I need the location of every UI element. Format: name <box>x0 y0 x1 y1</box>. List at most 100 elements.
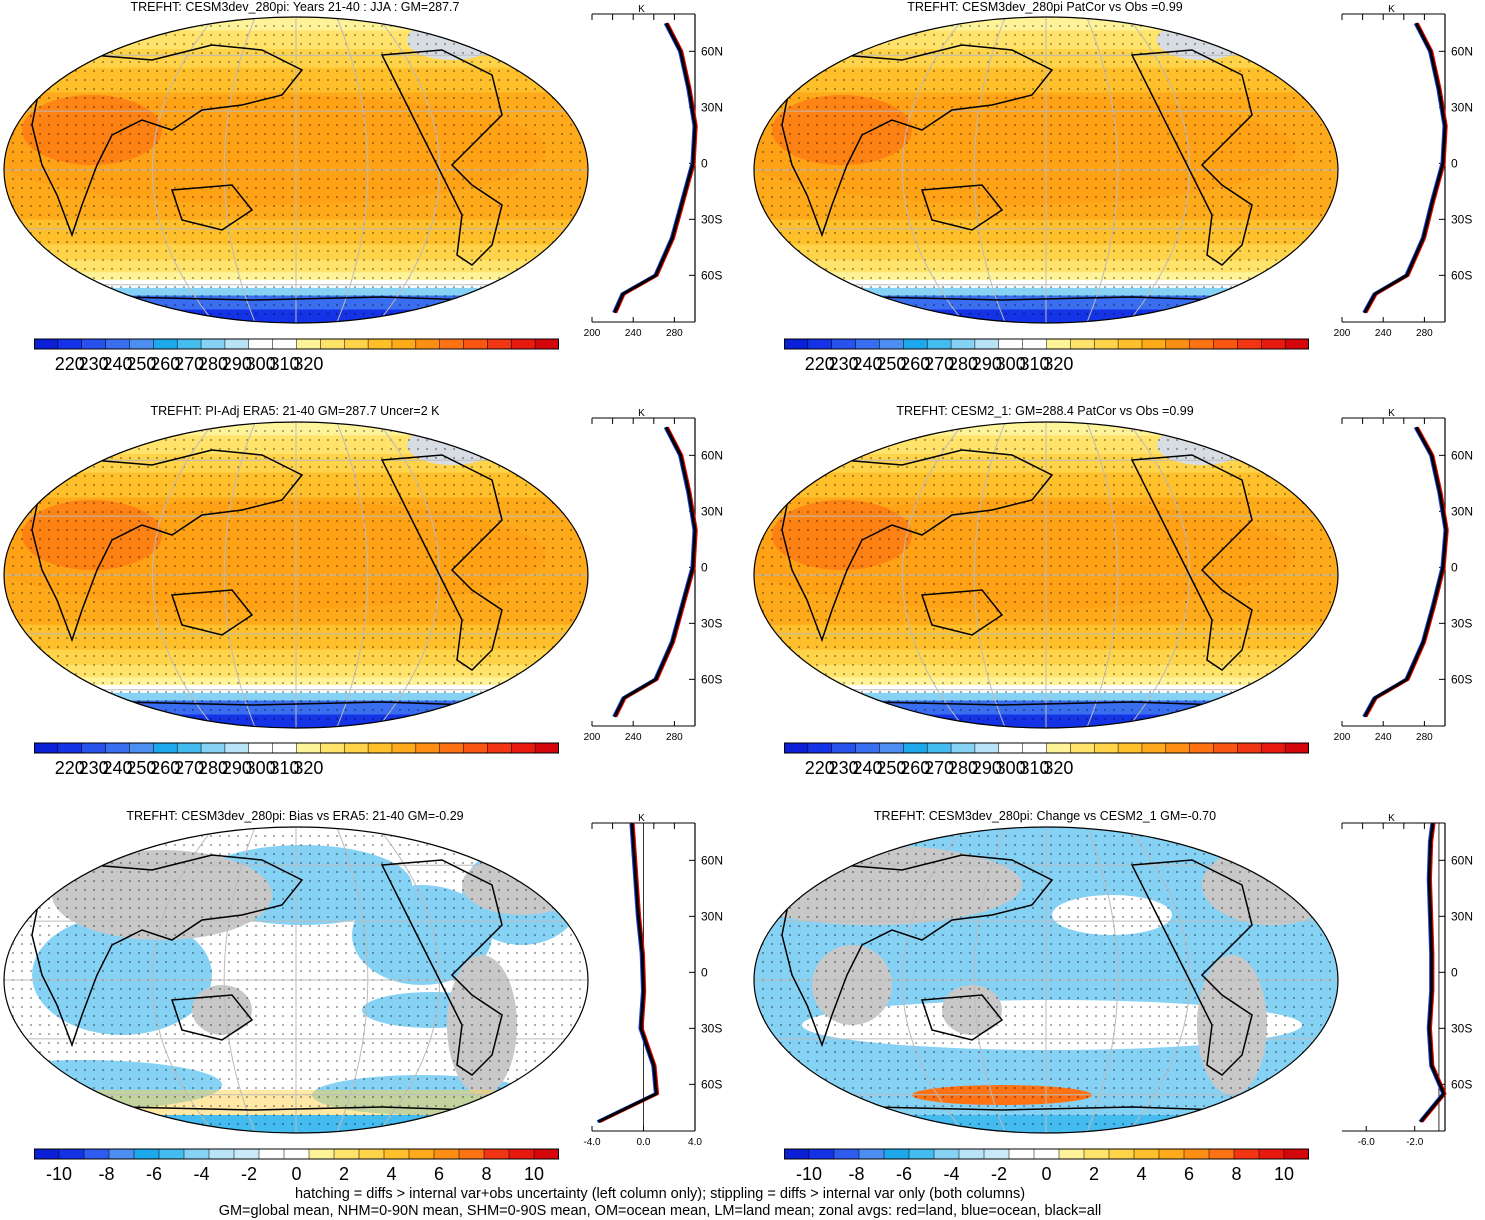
colorbar-label: -8 <box>848 1164 864 1184</box>
colorbar-swatch <box>129 742 154 754</box>
colorbar-swatch <box>1183 1148 1210 1160</box>
zonal-lat-label: 30S <box>1451 616 1472 630</box>
zonal-unit-label: K <box>638 408 645 419</box>
zonal-lat-label: 30S <box>701 1021 722 1035</box>
colorbar-label: -4 <box>943 1164 959 1184</box>
colorbar-label: 240 <box>852 354 882 374</box>
graticule-line <box>1086 422 1119 728</box>
colorbar-swatch <box>34 1148 60 1160</box>
colorbar-swatch <box>933 1148 960 1160</box>
colorbar-label: 270 <box>174 354 204 374</box>
graticule-line <box>151 422 215 728</box>
zonal-lat-label: 60N <box>1451 448 1473 462</box>
zonal-mean-plot-6: K 60N 30N 0 30S 60S -6.0 -2.0 <box>1341 813 1473 1148</box>
zonal-x-label: 200 <box>1334 732 1351 743</box>
graticule-line <box>336 827 369 1133</box>
coastline <box>170 994 254 1041</box>
colorbar-label: 310 <box>270 758 300 778</box>
colorbar-swatch <box>903 742 928 754</box>
panel-title-6: TREFHT: CESM3dev_280pi: Change vs CESM2_… <box>873 809 1217 823</box>
map-panel-6 <box>753 826 1339 1134</box>
zonal-lat-label: 30N <box>1451 100 1473 114</box>
colorbar-swatch <box>983 1148 1010 1160</box>
colorbar-label: 280 <box>948 758 978 778</box>
colorbar-label: 320 <box>1043 354 1073 374</box>
colorbar-swatch <box>34 338 59 350</box>
colorbar-swatch <box>908 1148 935 1160</box>
colorbar-swatch <box>83 1148 110 1160</box>
map-border <box>753 421 1339 729</box>
footer-note-definitions: GM=global mean, NHM=0-90N mean, SHM=0-90… <box>218 1203 1102 1219</box>
colorbar-swatch <box>1158 1148 1185 1160</box>
colorbar-swatch <box>367 338 393 350</box>
colorbar-swatch <box>950 742 976 754</box>
coastline <box>920 589 1004 636</box>
coastline <box>31 854 304 1048</box>
colorbar-swatch <box>533 1148 559 1160</box>
zonal-x-label: -6.0 <box>1358 1137 1376 1148</box>
colorbar-swatch <box>158 1148 185 1160</box>
colorbar-swatch <box>1141 742 1167 754</box>
colorbar-swatch <box>272 742 298 754</box>
colorbar-swatch <box>487 338 512 350</box>
colorbar-label: 8 <box>1231 1164 1241 1184</box>
colorbar-label: 6 <box>1184 1164 1194 1184</box>
colorbar-swatch <box>1093 338 1119 350</box>
colorbar-label: -4 <box>193 1164 209 1184</box>
colorbar-label: 8 <box>481 1164 491 1184</box>
coastline <box>1130 49 1253 266</box>
colorbar-label: 320 <box>1043 758 1073 778</box>
graticule-line <box>223 17 256 323</box>
map-panel-4 <box>753 421 1339 729</box>
colorbar-swatch <box>903 338 928 350</box>
coastline <box>380 49 503 266</box>
zonal-x-label: -2.0 <box>1406 1137 1424 1148</box>
map-field <box>754 17 1338 323</box>
zonal-lat-label: 0 <box>701 156 708 170</box>
colorbar-swatch <box>1284 742 1309 754</box>
zonal-x-label: 240 <box>625 328 642 339</box>
colorbar-label: 280 <box>198 758 228 778</box>
colorbar-swatch <box>1208 1148 1235 1160</box>
colorbar-swatch <box>1237 742 1262 754</box>
zonal-curve-all <box>613 22 697 314</box>
map-panel-5 <box>3 826 589 1134</box>
colorbar-label: 260 <box>900 354 930 374</box>
colorbar-swatch <box>1213 338 1238 350</box>
zonal-x-label: 240 <box>625 732 642 743</box>
coastline <box>781 44 1054 238</box>
colorbar-swatch <box>224 338 250 350</box>
zonal-lat-label: 30S <box>701 212 722 226</box>
colorbar-swatch <box>153 338 178 350</box>
graticule-line <box>901 17 965 323</box>
colorbar-swatch <box>108 1148 135 1160</box>
colorbar-swatch <box>879 742 904 754</box>
colorbar-label: 310 <box>1020 354 1050 374</box>
zonal-lat-label: 30S <box>701 616 722 630</box>
colorbar-swatch <box>367 742 393 754</box>
colorbar-swatch <box>343 742 369 754</box>
colorbar-label: 320 <box>293 354 323 374</box>
panel-title-1: TREFHT: CESM3dev_280pi: Years 21-40 : JJ… <box>130 0 460 14</box>
colorbar-label: 4 <box>1136 1164 1146 1184</box>
colorbar-swatch <box>105 338 131 350</box>
zonal-x-label: 240 <box>1375 328 1392 339</box>
colorbar-label: -2 <box>241 1164 257 1184</box>
colorbar-swatch <box>153 742 178 754</box>
colorbar-swatch <box>483 1148 510 1160</box>
colorbar-swatch <box>784 1148 810 1160</box>
colorbar-swatch <box>1258 1148 1285 1160</box>
colorbar-swatch <box>105 742 131 754</box>
colorbar-swatch <box>534 338 559 350</box>
colorbar-5: -10 -8 -6 -4 -2 0 2 4 6 8 10 <box>34 1148 559 1184</box>
colorbar-swatch <box>1046 338 1071 350</box>
colorbar-swatch <box>833 1148 860 1160</box>
coastline <box>380 454 503 671</box>
colorbar-swatch <box>183 1148 210 1160</box>
footer-note-hatching: hatching = diffs > internal var+obs unce… <box>294 1186 1026 1202</box>
colorbar-swatch <box>1046 742 1071 754</box>
colorbar-swatch <box>831 338 857 350</box>
colorbar-label: 310 <box>1020 758 1050 778</box>
colorbar-swatch <box>1093 742 1119 754</box>
